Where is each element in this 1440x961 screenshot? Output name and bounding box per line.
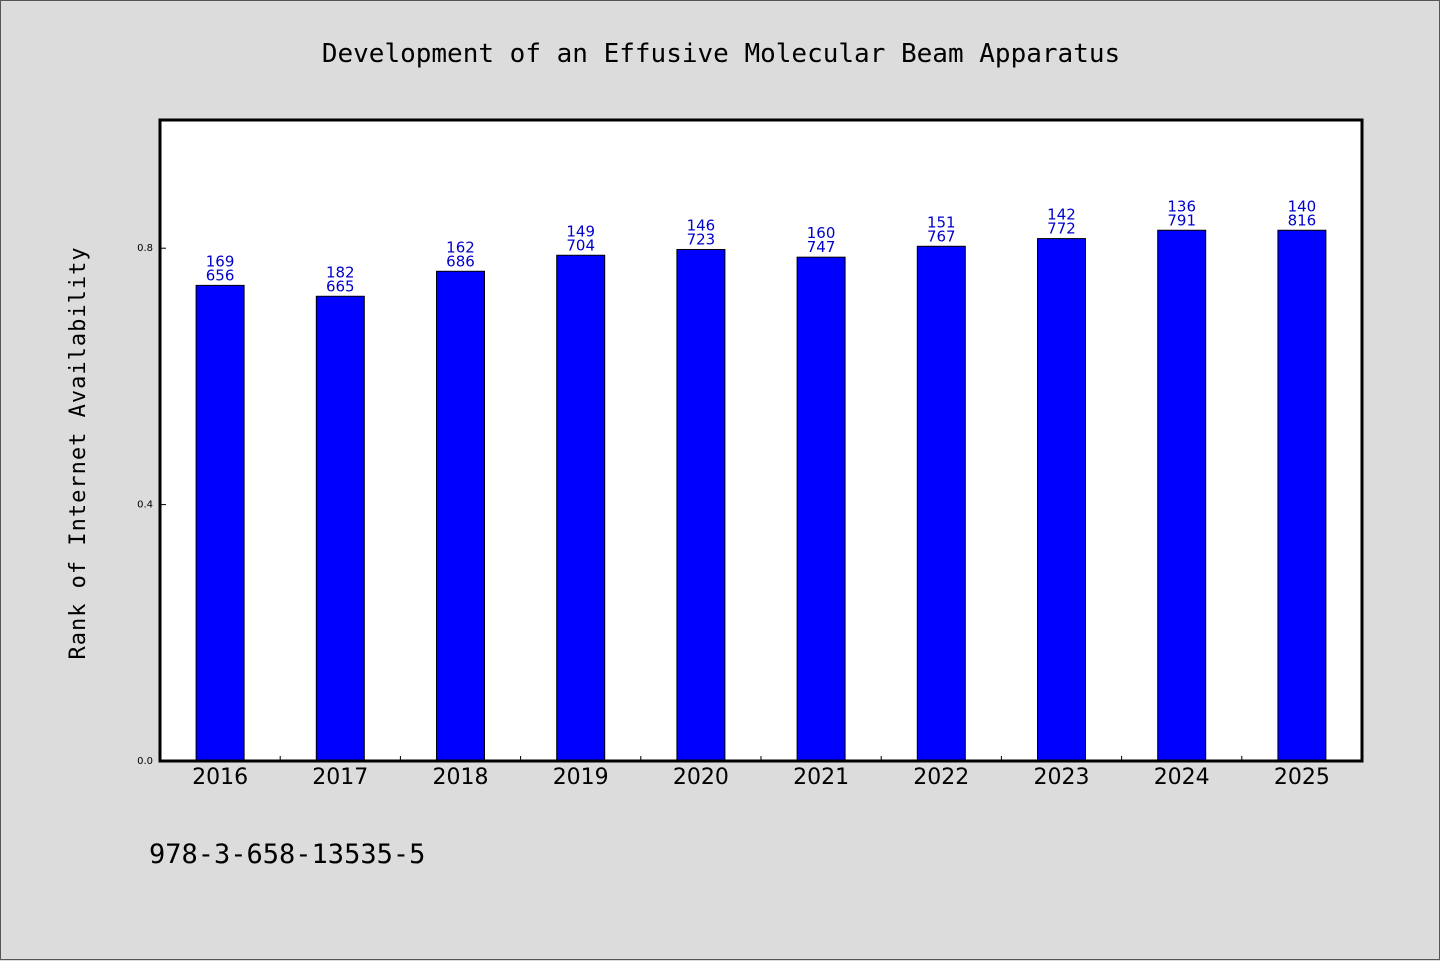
data-label-2016-2: 656 xyxy=(206,266,235,284)
bar-2019 xyxy=(556,254,606,762)
data-label-2021-2: 747 xyxy=(807,238,836,256)
y-tick-label-0.4: 0.4 xyxy=(137,500,153,511)
bar-2017 xyxy=(315,295,365,762)
x-tick-label-2023: 2023 xyxy=(1034,765,1090,790)
bar-2022 xyxy=(916,245,966,762)
isbn-label: 978-3-658-13535-5 xyxy=(149,839,425,870)
x-tick-label-2020: 2020 xyxy=(673,765,729,790)
bar-2024 xyxy=(1157,229,1207,762)
x-axis-ticks: 2016 2017 2018 2019 2020 2021 2022 2023 2024 2025 xyxy=(192,756,1330,790)
bar-2016 xyxy=(195,284,245,762)
data-label-2021-1: 160 xyxy=(807,224,836,242)
data-label-2018-2: 686 xyxy=(446,252,475,270)
y-tick-label-0.8: 0.8 xyxy=(137,243,153,254)
data-label-2025-1: 140 xyxy=(1288,197,1317,215)
bar-2023 xyxy=(1037,238,1086,762)
bar-2018 xyxy=(436,270,485,762)
data-label-2020-1: 146 xyxy=(687,216,716,234)
data-label-2017-1: 182 xyxy=(326,263,355,281)
bar-2020 xyxy=(676,248,726,762)
plot-border xyxy=(158,118,1364,763)
x-tick-label-2024: 2024 xyxy=(1154,765,1210,790)
bar-2025 xyxy=(1277,229,1327,762)
data-label-2017-2: 665 xyxy=(326,277,355,295)
data-label-2024-2: 791 xyxy=(1167,211,1196,229)
chart-title: Development of an Effusive Molecular Bea… xyxy=(322,39,1120,69)
data-label-2022-1: 151 xyxy=(927,213,956,231)
data-label-2024-1: 136 xyxy=(1167,197,1196,215)
data-label-2025-2: 816 xyxy=(1288,211,1317,229)
data-label-2023-2: 772 xyxy=(1047,220,1076,238)
data-label-2023-1: 142 xyxy=(1047,206,1076,224)
x-tick-label-2016: 2016 xyxy=(192,765,248,790)
data-label-2019-2: 704 xyxy=(566,236,595,254)
x-tick-label-2017: 2017 xyxy=(312,765,368,790)
data-label-2022-2: 767 xyxy=(927,227,956,245)
data-label-2019-1: 149 xyxy=(566,222,595,240)
bars-layer xyxy=(195,229,1327,762)
bar-2021 xyxy=(796,256,846,762)
x-tick-label-2018: 2018 xyxy=(433,765,489,790)
y-tick-label-0.0: 0.0 xyxy=(137,756,153,767)
x-tick-label-2021: 2021 xyxy=(793,765,849,790)
data-label-2018-1: 162 xyxy=(446,238,475,256)
data-label-2020-2: 723 xyxy=(687,230,716,248)
y-axis-label: Rank of Internet Availability xyxy=(66,246,91,659)
data-label-2016-1: 169 xyxy=(206,252,235,270)
x-tick-label-2022: 2022 xyxy=(913,765,969,790)
x-tick-label-2025: 2025 xyxy=(1274,765,1330,790)
x-tick-label-2019: 2019 xyxy=(553,765,609,790)
